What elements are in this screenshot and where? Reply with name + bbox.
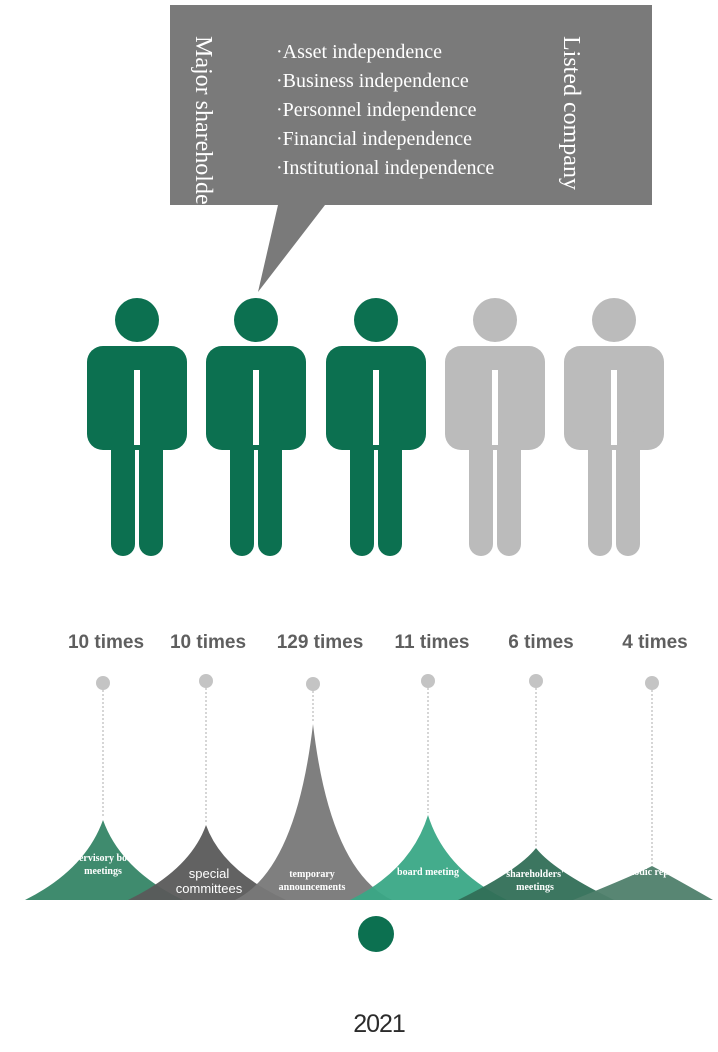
count-periodic-reports: 4 times xyxy=(622,632,688,653)
person-icon-5 xyxy=(564,298,664,556)
independence-list: ·Asset independence ·Business independen… xyxy=(276,38,494,183)
peak-shareholders-meetings xyxy=(458,674,614,900)
count-shareholders-meetings: 6 times xyxy=(508,632,574,653)
peak-periodic-reports xyxy=(573,676,713,900)
label-temporary-announcements: temporary announcements xyxy=(278,869,346,893)
callout-shape xyxy=(170,5,652,292)
label-board-meeting: board meeting xyxy=(397,867,459,878)
label-shareholders-meetings: shareholders' meetings xyxy=(506,869,564,893)
count-board-meeting: 11 times xyxy=(394,632,470,653)
peak-board-meeting xyxy=(350,674,507,900)
independence-item: ·Institutional independence xyxy=(276,157,495,179)
count-temporary-announcements: 129 times xyxy=(276,632,364,653)
count-supervisory-board: 10 times xyxy=(67,632,145,653)
independence-item: ·Asset independence xyxy=(276,41,443,63)
year-label: 2021 xyxy=(353,1010,406,1038)
peak-special-committees xyxy=(128,674,286,900)
meeting-peaks xyxy=(25,674,713,900)
count-special-committees: 10 times xyxy=(169,632,247,653)
independence-item: ·Financial independence xyxy=(276,128,473,150)
callout-bubble xyxy=(170,5,652,292)
people-row xyxy=(87,298,664,556)
listed-company-label: Listed company xyxy=(558,36,584,190)
label-special-committees: special committees xyxy=(175,866,243,896)
person-icon-4 xyxy=(445,298,545,556)
independence-item: ·Personnel independence xyxy=(276,99,477,121)
peak-supervisory-board xyxy=(25,676,183,900)
year-marker-dot xyxy=(358,916,394,952)
independence-item: ·Business independence xyxy=(276,70,469,92)
peak-temporary-announcements xyxy=(235,677,392,900)
label-supervisory-board: supervisory board meetings xyxy=(63,853,143,877)
label-periodic-reports: Periodic reports xyxy=(616,867,686,878)
person-icon-2 xyxy=(206,298,306,556)
major-shareholder-label: Major shareholder xyxy=(190,36,216,213)
person-icon-1 xyxy=(87,298,187,556)
person-icon-3 xyxy=(326,298,426,556)
